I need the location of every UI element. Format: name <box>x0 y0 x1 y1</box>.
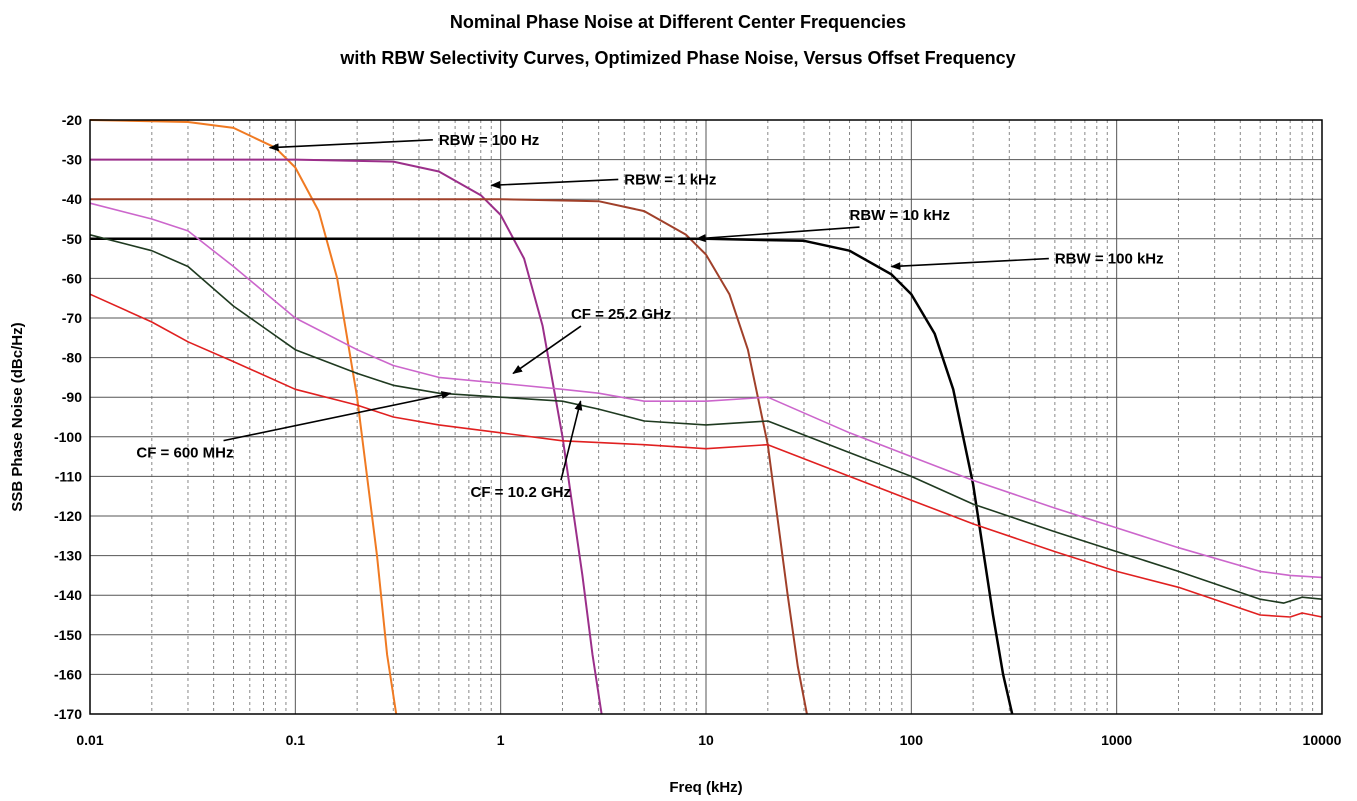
annotation-arrow <box>512 325 582 375</box>
rbw-10khz-line <box>90 198 808 715</box>
cf-10-2ghz-line <box>89 234 1323 604</box>
x-tick-label: 0.01 <box>76 732 103 748</box>
y-tick-label: -50 <box>62 231 82 247</box>
y-tick-label: -130 <box>54 548 82 564</box>
cf-25-2ghz-line <box>89 202 1323 579</box>
annotation-label: RBW = 100 kHz <box>1055 251 1164 268</box>
annotation-arrow <box>223 391 452 442</box>
annotations: RBW = 100 Hz RBW = 1 kHz RBW = 10 kHz RBW =… <box>136 132 1163 501</box>
grid <box>89 119 1323 715</box>
annotation-arrow <box>268 139 433 152</box>
chart-title: Nominal Phase Noise at Different Center … <box>450 12 906 32</box>
chart-subtitle: with RBW Selectivity Curves, Optimized P… <box>339 48 1015 68</box>
y-tick-label: -100 <box>54 429 82 445</box>
y-tick-label: -150 <box>54 627 82 643</box>
rbw-100khz-line <box>90 237 1014 715</box>
x-tick-label: 1000 <box>1101 732 1132 748</box>
y-tick-label: -160 <box>54 666 82 682</box>
y-tick-label: -170 <box>54 706 82 722</box>
y-tick-label: -90 <box>62 389 82 405</box>
series-layer <box>89 119 1323 715</box>
y-tick-label: -20 <box>62 112 82 128</box>
cf-600mhz-line <box>89 293 1323 618</box>
y-tick-label: -110 <box>55 468 82 484</box>
annotation-label: CF = 10.2 GHz <box>471 484 571 501</box>
y-tick-label: -30 <box>62 152 82 168</box>
plot-frame <box>89 119 1323 715</box>
annotation-label: RBW = 10 kHz <box>850 207 950 224</box>
y-tick-label: -60 <box>62 270 82 286</box>
annotation-arrow <box>890 257 1049 271</box>
rbw-100hz-line <box>89 119 398 715</box>
annotation-label: RBW = 1 kHz <box>624 171 716 188</box>
annotation-label: RBW = 100 Hz <box>439 132 539 149</box>
x-tick-label: 100 <box>900 732 924 748</box>
y-tick-label: -70 <box>62 310 82 326</box>
x-axis-label: Freq (kHz) <box>669 779 742 796</box>
annotation-arrow <box>560 400 583 481</box>
y-axis-label: SSB Phase Noise (dBc/Hz) <box>9 322 26 511</box>
x-tick-label: 0.1 <box>286 732 306 748</box>
y-tick-label: -120 <box>54 508 82 524</box>
y-tick-label: -140 <box>54 587 82 603</box>
y-tick-label: -40 <box>62 191 82 207</box>
x-tick-label: 1 <box>497 732 505 748</box>
annotation-label: CF = 600 MHz <box>136 445 233 462</box>
annotation-arrow <box>695 226 860 243</box>
x-tick-label: 10000 <box>1303 732 1342 748</box>
annotation-label: CF = 25.2 GHz <box>571 306 671 323</box>
rbw-1khz-line <box>90 158 603 715</box>
ticks: 0.01 0.1 1 10 100 1000 10000 -20 -30 -40 -50 -60 -70… <box>54 112 1342 748</box>
x-tick-label: 10 <box>698 732 714 748</box>
y-tick-label: -80 <box>62 350 82 366</box>
annotation-arrow <box>490 178 619 189</box>
